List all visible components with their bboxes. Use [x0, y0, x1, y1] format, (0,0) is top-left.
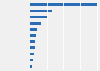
Bar	[30, 16, 47, 18]
Bar	[30, 28, 37, 31]
Bar	[30, 46, 35, 49]
Bar	[30, 34, 36, 37]
Bar	[30, 59, 33, 61]
Bar	[30, 3, 97, 6]
Bar	[30, 10, 52, 12]
Bar	[30, 22, 41, 25]
Bar	[30, 40, 35, 43]
Bar	[30, 53, 34, 55]
Bar	[30, 65, 32, 68]
